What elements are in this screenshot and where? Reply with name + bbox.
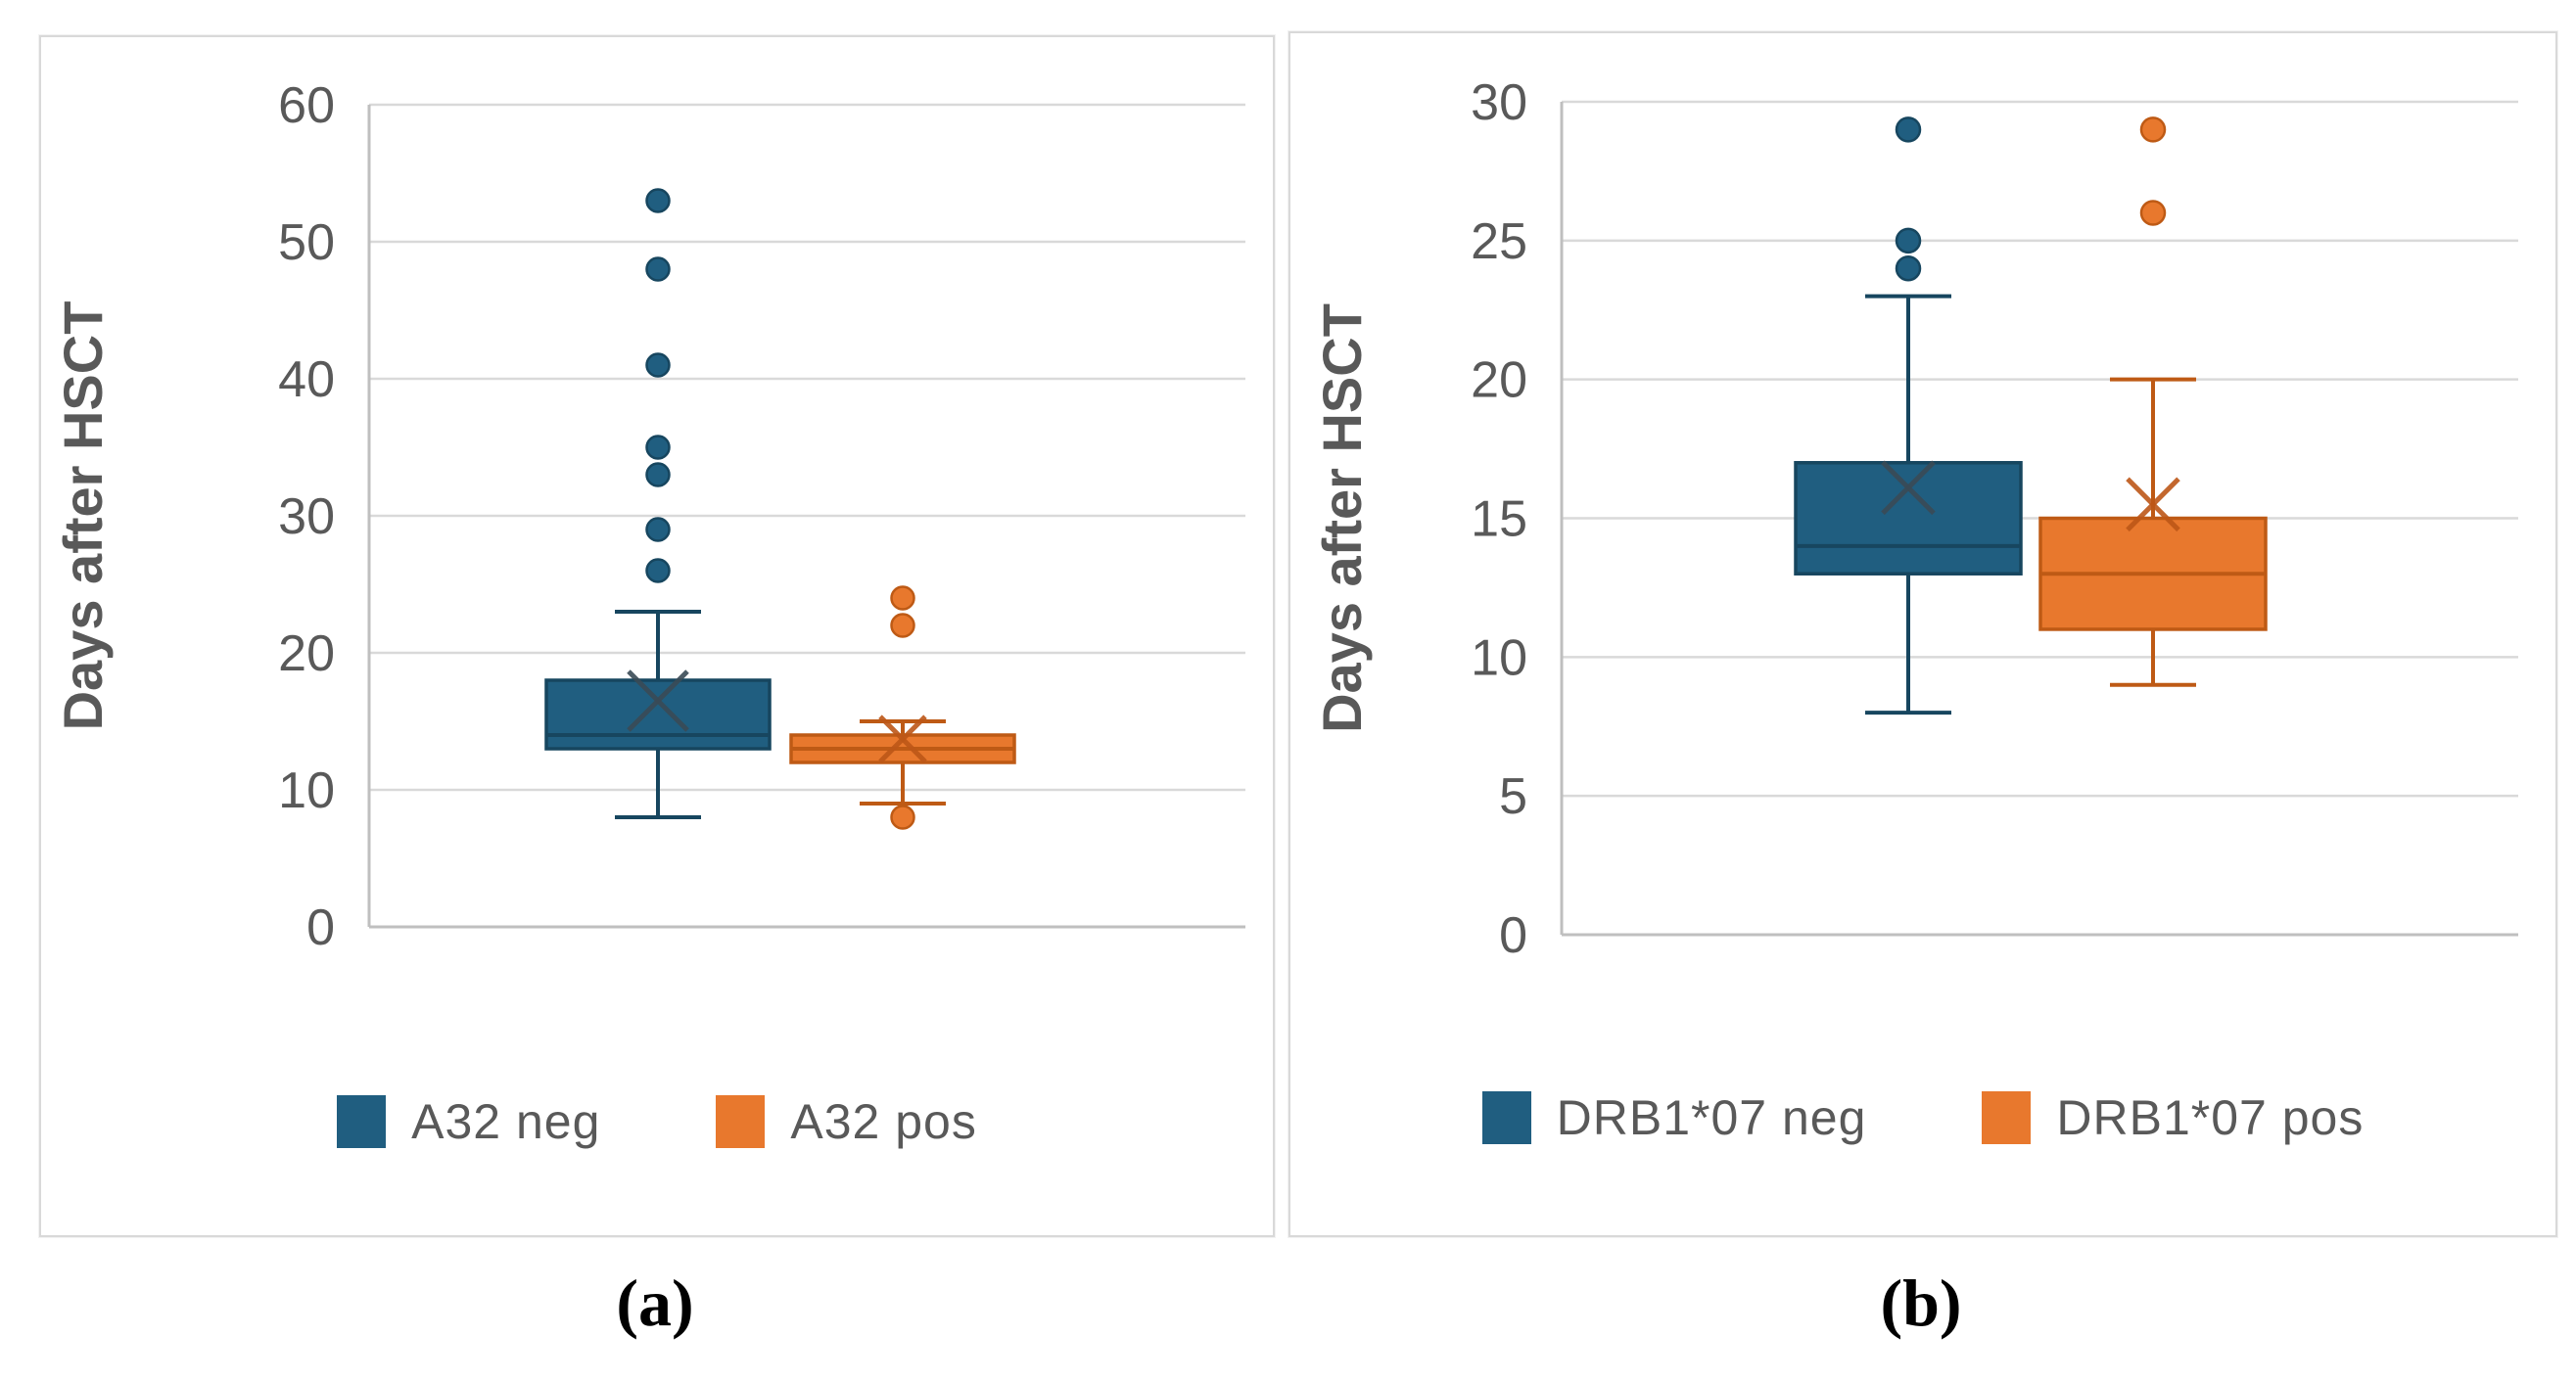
legend-label-a32-neg: A32 neg [411,1094,601,1149]
legend-item-a32-neg: A32 neg [337,1093,600,1150]
outlier-point [645,435,671,460]
legend-swatch-a32-neg [337,1095,387,1148]
figure-panel-a: 0 10 20 30 40 50 60 Days after HSCT A32 neg A32… [39,35,1275,1237]
mean-marker [627,669,689,732]
y-tick-label: 0 [1499,907,1527,964]
outlier-point [645,256,671,282]
y-tick-label: 5 [1499,768,1527,825]
legend-label-a32-pos: A32 pos [790,1094,977,1149]
y-axis-title: Days after HSCT [52,301,114,731]
y-tick-label: 0 [306,899,335,956]
y-tick-label: 20 [278,625,335,682]
box [1794,461,2023,576]
y-tick-label: 20 [1471,352,1527,409]
outlier-point [890,613,915,638]
mean-marker [878,714,927,763]
y-tick-label: 15 [1471,491,1527,548]
outlier-point [890,585,915,611]
legend-swatch-drb107-neg [1481,1091,1531,1144]
caption-b: (b) [1880,1266,1962,1340]
outlier-point [645,517,671,542]
figure-panel-b: 0 5 10 15 20 25 30 Days after HSCT DRB1*07 neg … [1288,31,2557,1237]
y-axis-title: Days after HSCT [1311,303,1373,733]
outlier-point [645,352,671,378]
outlier-point [645,188,671,213]
outlier-point [645,462,671,487]
legend-b: DRB1*07 neg DRB1*07 pos [1290,1067,2555,1169]
y-tick-label: 30 [278,488,335,545]
outlier-point [645,558,671,583]
legend-swatch-a32-pos [716,1095,766,1148]
caption-a: (a) [616,1266,694,1340]
box [544,678,772,751]
legend-label-drb107-pos: DRB1*07 pos [2056,1090,2365,1145]
outlier-point [1895,116,1922,143]
legend-item-drb107-neg: DRB1*07 neg [1481,1089,1867,1146]
y-tick-label: 30 [1471,74,1527,131]
legend-swatch-drb107-pos [1982,1091,2032,1144]
legend-item-drb107-pos: DRB1*07 pos [1982,1089,2364,1146]
y-tick-label: 10 [1471,629,1527,686]
legend-label-drb107-neg: DRB1*07 neg [1556,1090,1867,1145]
y-tick-label: 10 [278,762,335,819]
y-tick-label: 60 [278,77,335,134]
boxplot-chart-b: 0 5 10 15 20 25 30 Days after HSCT [1311,74,2518,964]
outlier-point [2139,116,2167,143]
y-tick-label: 50 [278,214,335,271]
y-tick-label: 40 [278,351,335,408]
outlier-point [1895,227,1922,254]
mean-marker [1881,460,1936,516]
outlier-point [2139,200,2167,226]
mean-marker [2126,477,2180,532]
legend-a: A32 neg A32 pos [41,1071,1273,1173]
outlier-point [1895,254,1922,282]
legend-item-a32-pos: A32 pos [716,1093,976,1150]
boxplot-chart-a: 0 10 20 30 40 50 60 Days after HSCT [52,77,1245,956]
outlier-point [890,805,915,830]
y-tick-label: 25 [1471,213,1527,270]
